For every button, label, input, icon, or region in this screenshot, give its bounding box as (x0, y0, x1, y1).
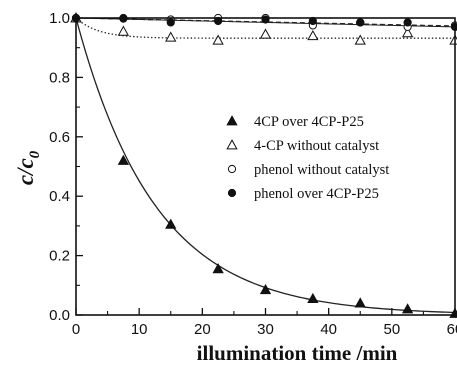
data-point (165, 31, 177, 42)
y-tick-label: 0.0 (49, 307, 70, 324)
data-point (212, 263, 224, 274)
x-tick-label: 60 (447, 321, 457, 338)
plot-frame (75, 17, 456, 316)
data-point (259, 28, 272, 39)
y-tick-label: 0.4 (49, 188, 70, 205)
data-point (261, 15, 270, 24)
data-point (307, 292, 319, 304)
y-axis-title-main: c/c (13, 158, 38, 185)
y-tick-label: 0.8 (49, 69, 70, 86)
data-point (117, 25, 130, 36)
y-axis-title: c/c0 (13, 150, 43, 185)
x-tick-label: 20 (194, 321, 211, 338)
x-tick-label: 50 (383, 321, 400, 338)
data-point (403, 18, 412, 27)
data-point (354, 297, 366, 308)
y-tick-label: 1.0 (49, 10, 70, 27)
data-point (449, 307, 457, 318)
x-tick-label: 10 (131, 321, 148, 338)
data-point (401, 27, 414, 38)
fit-line (75, 17, 456, 27)
x-tick-label: 40 (320, 321, 337, 338)
x-tick-label: 30 (257, 321, 274, 338)
data-point (354, 34, 366, 45)
x-axis-title: illumination time /min (197, 341, 398, 365)
y-tick-label: 0.6 (49, 129, 70, 146)
data-point (165, 218, 177, 229)
legend-marker (227, 188, 237, 198)
legend-marker (227, 164, 237, 174)
data-point (356, 18, 365, 27)
data-point (166, 18, 175, 27)
legend-label: phenol over 4CP-P25 (254, 186, 379, 202)
legend: 4CP over 4CP-P25 4-CP without catalyst phe… (226, 114, 389, 202)
tick-labels: 0 10 20 30 40 50 60 0.0 0.2 0.4 0.6 0.8 1.0 (49, 10, 457, 338)
legend-label: 4-CP without catalyst (254, 138, 379, 154)
x-tick-label: 0 (72, 321, 80, 338)
data-point (117, 154, 130, 165)
data-point (401, 303, 414, 314)
legend-marker (226, 139, 238, 150)
data-point (307, 29, 319, 41)
y-tick-label: 0.2 (49, 248, 70, 265)
data-point (259, 283, 272, 295)
y-axis-title-subscript: 0 (27, 150, 43, 158)
legend-label: 4CP over 4CP-P25 (254, 114, 364, 130)
data-point (212, 34, 224, 45)
data-point (449, 34, 457, 45)
legend-label: phenol without catalyst (254, 162, 389, 178)
legend-marker (226, 115, 238, 126)
